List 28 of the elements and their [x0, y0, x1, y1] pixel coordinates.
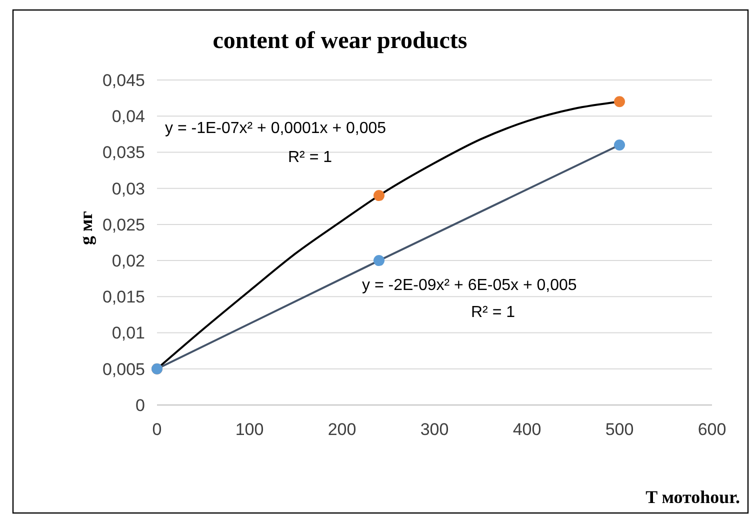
annotation: y = -1E-07x² + 0,0001x + 0,005: [165, 120, 386, 137]
x-tick-label: 300: [420, 420, 449, 439]
annotation: R² = 1: [288, 149, 332, 166]
y-tick-label: 0,015: [102, 288, 145, 307]
x-axis-title: T мотоhour.: [646, 487, 740, 507]
y-axis-title: g мг: [76, 211, 96, 246]
y-tick-label: 0,045: [102, 70, 145, 90]
point: [614, 96, 625, 108]
annotation: R² = 1: [470, 304, 516, 321]
y-tick-label: 0,025: [102, 215, 145, 234]
point: [374, 190, 384, 202]
point: [374, 255, 384, 266]
x-tick-label: 600: [698, 420, 726, 439]
x-tick-label: 200: [328, 420, 356, 439]
y-tick-label: 0,02: [112, 252, 145, 271]
y-tick-label: 0,04: [112, 107, 145, 126]
y-tick-label: 0,005: [102, 360, 145, 379]
x-tick-label: 400: [512, 420, 542, 439]
x-tick-label: 100: [235, 420, 264, 439]
y-tick-label: 0,035: [102, 143, 145, 162]
annotation: y = -2E-09x² + 6E-05x + 0,005: [362, 277, 577, 294]
y-tick-label: 0,01: [112, 324, 145, 343]
chart-title: content of wear products: [212, 28, 468, 54]
x-tick-label: 500: [605, 420, 634, 439]
point: [614, 140, 625, 150]
x-tick-label: 0: [152, 420, 162, 439]
y-tick-label: 0,03: [112, 179, 145, 198]
y-tick-label: 0: [136, 396, 145, 415]
